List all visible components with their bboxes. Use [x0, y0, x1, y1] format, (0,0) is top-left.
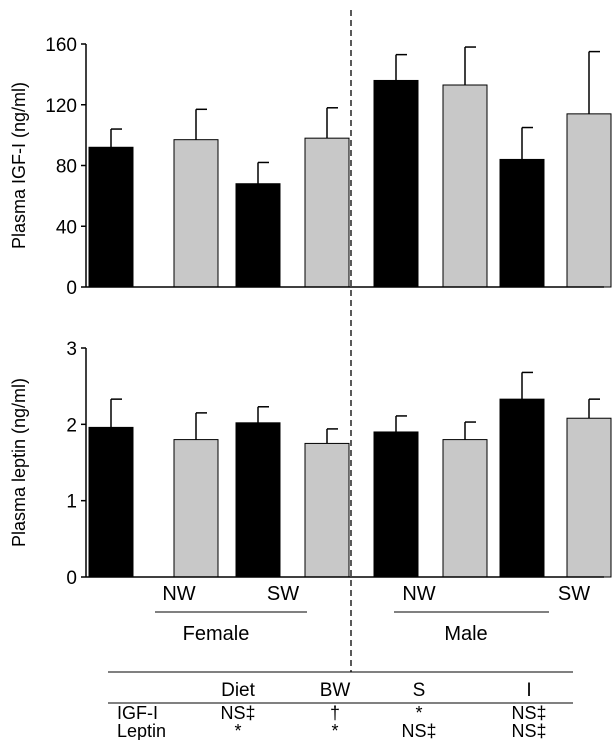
- table-cell-leptin-i: NS‡: [511, 721, 546, 740]
- weight-label-female-nw: NW: [162, 583, 195, 605]
- weight-label-male-sw: SW: [558, 583, 590, 605]
- bar-igf-s0-0: [88, 146, 134, 288]
- y-tick-label-leptin-1: 1: [66, 492, 77, 513]
- bar-leptin-s0-2: [373, 431, 419, 578]
- table-cell-igf-diet: NS‡: [220, 703, 255, 723]
- y-tick-label-igf-120: 120: [45, 96, 77, 117]
- y-tick-label-igf-0: 0: [66, 278, 77, 299]
- bar-igf-s1-1: [304, 137, 350, 288]
- table-header-bw: BW: [320, 680, 351, 701]
- bar-igf-s1-0: [173, 139, 219, 288]
- bar-igf-s0-3: [499, 158, 545, 288]
- weight-label-male-nw: NW: [402, 583, 435, 605]
- y-tick-label-igf-40: 40: [56, 217, 77, 238]
- y-tick-label-leptin-2: 2: [66, 415, 77, 436]
- y-tick-label-igf-80: 80: [56, 157, 77, 178]
- table-cell-leptin-diet: *: [234, 721, 241, 740]
- bar-igf-s1-3: [566, 113, 612, 288]
- bar-leptin-s0-0: [88, 426, 134, 578]
- bar-igf-s0-1: [235, 183, 281, 288]
- table-row-label-igf: IGF-I: [117, 703, 158, 723]
- table-cell-igf-i: NS‡: [511, 703, 546, 723]
- sex-label-male: Male: [444, 623, 487, 645]
- table-cell-leptin-bw: *: [331, 721, 338, 740]
- sex-label-female: Female: [183, 623, 250, 645]
- y-tick-label-igf-160: 160: [45, 35, 77, 56]
- table-cell-igf-bw: †: [330, 703, 340, 723]
- bar-leptin-s1-2: [442, 439, 488, 578]
- table-header-i: I: [526, 680, 531, 701]
- bar-igf-s1-2: [442, 84, 488, 288]
- bar-leptin-s0-3: [499, 398, 545, 578]
- table-row-label-leptin: Leptin: [117, 721, 166, 740]
- bar-igf-s0-2: [373, 79, 419, 288]
- weight-label-female-sw: SW: [267, 583, 299, 605]
- bar-leptin-s0-1: [235, 422, 281, 578]
- bar-leptin-s1-3: [566, 417, 612, 578]
- y-tick-label-leptin-3: 3: [66, 339, 77, 360]
- table-cell-leptin-s: NS‡: [401, 721, 436, 740]
- bar-leptin-s1-1: [304, 442, 350, 578]
- table-header-diet: Diet: [221, 680, 256, 701]
- y-tick-label-leptin-0: 0: [66, 568, 77, 589]
- bar-leptin-s1-0: [173, 439, 219, 578]
- table-cell-igf-s: *: [415, 703, 422, 723]
- table-header-s: S: [413, 680, 426, 701]
- y-axis-title-leptin: Plasma leptin (ng/ml): [9, 378, 29, 547]
- leptin-panel: 0 1 2 3 Plasma leptin (ng/ml): [9, 339, 612, 589]
- y-axis-title-igf: Plasma IGF-I (ng/ml): [9, 82, 29, 249]
- igf-panel: 0 40 80 120 160 Plasma IGF-I (ng/ml): [9, 35, 612, 299]
